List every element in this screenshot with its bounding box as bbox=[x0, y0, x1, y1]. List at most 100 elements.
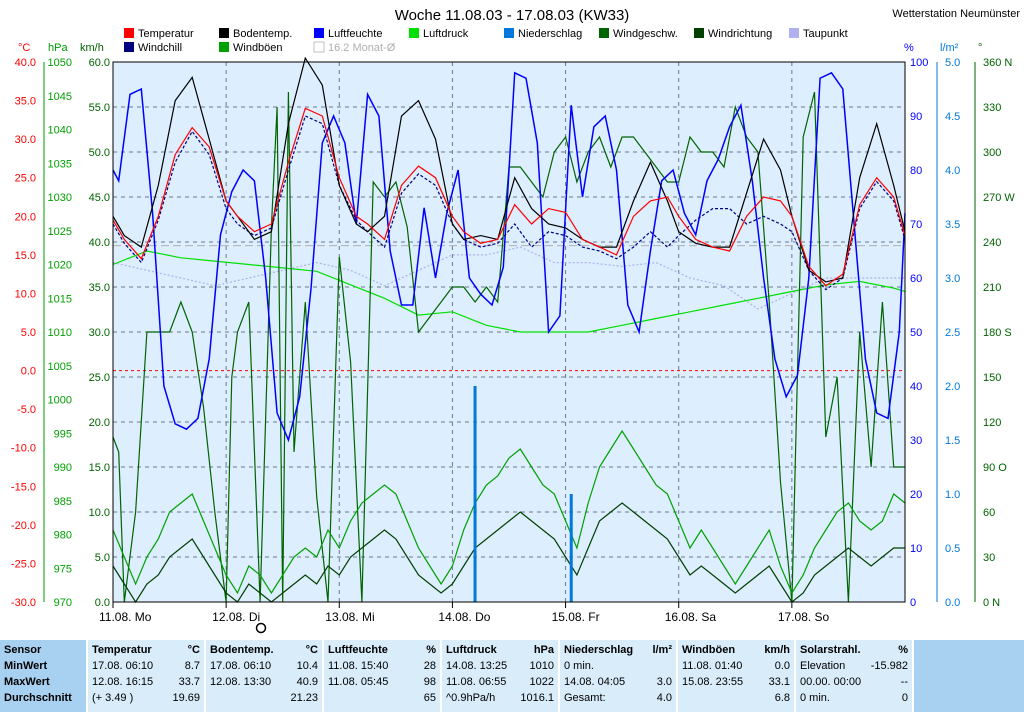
legend-swatch-0 bbox=[124, 28, 134, 38]
press-tick-9: 1005 bbox=[48, 361, 72, 373]
luftfeuchte-title: Luftfeuchte bbox=[328, 644, 388, 656]
solar-min-time: Elevation bbox=[800, 660, 846, 672]
station-name: Wetterstation Neumünster bbox=[892, 8, 1020, 20]
rain-bar-0 bbox=[473, 386, 477, 602]
temp-tick-13: -25.0 bbox=[11, 558, 36, 570]
sensor-header: Sensor bbox=[4, 644, 42, 656]
press-tick-10: 1000 bbox=[48, 395, 72, 407]
hum-tick-10: 0 bbox=[910, 597, 916, 609]
day-label-2: 13.08. Mi bbox=[325, 610, 374, 624]
stats-col-windboeen: Windböen km/h 11.08. 01:40 0.0 15.08. 23:55 3… bbox=[678, 640, 796, 712]
press-tick-13: 985 bbox=[54, 496, 72, 508]
rain-tick-6: 2.0 bbox=[945, 381, 960, 393]
press-tick-12: 990 bbox=[54, 462, 72, 474]
niederschlag-max-time: 14.08. 04:05 bbox=[564, 676, 626, 688]
rain-tick-3: 3.5 bbox=[945, 219, 960, 231]
dir-tick-5: 210 bbox=[983, 282, 1001, 294]
temperatur-min-time: 17.08. 06:10 bbox=[92, 660, 154, 672]
niederschlag-title: Niederschlag bbox=[564, 644, 634, 656]
legend-swatch-8 bbox=[124, 42, 134, 52]
temperatur-avg-val: 19.69 bbox=[172, 692, 200, 704]
rain-bar-1 bbox=[569, 494, 573, 602]
wind-tick-7: 25.0 bbox=[89, 372, 110, 384]
dir-tick-0: 360 N bbox=[983, 57, 1012, 69]
temp-unit: °C bbox=[18, 42, 30, 54]
rain-tick-1: 4.5 bbox=[945, 111, 960, 123]
temp-tick-9: -5.0 bbox=[17, 404, 36, 416]
temp-tick-2: 30.0 bbox=[15, 134, 36, 146]
legend-swatch-3 bbox=[409, 28, 419, 38]
niederschlag-max-val: 3.0 bbox=[656, 676, 672, 688]
wind-tick-10: 10.0 bbox=[89, 507, 110, 519]
series-bodentemp bbox=[112, 56, 906, 283]
luftdruck-avg-note: ^0.9hPa/h bbox=[446, 692, 496, 704]
wind-tick-9: 15.0 bbox=[89, 462, 110, 474]
hum-tick-1: 90 bbox=[910, 111, 922, 123]
temperatur-max-time: 12.08. 16:15 bbox=[92, 676, 154, 688]
bodentemp-avg-val: 21.23 bbox=[290, 692, 318, 704]
legend-swatch-9 bbox=[219, 42, 229, 52]
legend-label-1: Bodentemp. bbox=[233, 28, 292, 40]
windboeen-unit: km/h bbox=[764, 644, 790, 656]
stats-col-solar: Solarstrahl.% Elevation -15.982 00.00. 00:0… bbox=[796, 640, 914, 712]
rain-tick-5: 2.5 bbox=[945, 327, 960, 339]
solar-max-val: -- bbox=[900, 676, 908, 688]
temperatur-unit: °C bbox=[187, 644, 200, 656]
dir-tick-3: 270 W bbox=[983, 192, 1015, 204]
hum-tick-4: 60 bbox=[910, 273, 922, 285]
legend-swatch-6 bbox=[694, 28, 704, 38]
legend-swatch-1 bbox=[219, 28, 229, 38]
hum-tick-5: 50 bbox=[910, 327, 922, 339]
niederschlag-min-time: 0 min. bbox=[564, 660, 594, 672]
legend-label-6: Windrichtung bbox=[708, 28, 772, 40]
press-tick-15: 975 bbox=[54, 563, 72, 575]
legend-label-8: Windchill bbox=[138, 42, 182, 54]
stats-col-temperatur: Temperatur °C 17.08. 06:10 8.7 12.08. 16:15 3… bbox=[88, 640, 206, 712]
dir-tick-7: 150 bbox=[983, 372, 1001, 384]
temp-tick-0: 40.0 bbox=[15, 57, 36, 69]
bodentemp-min-time: 17.08. 06:10 bbox=[210, 660, 272, 672]
temp-tick-11: -15.0 bbox=[11, 481, 36, 493]
hum-tick-9: 10 bbox=[910, 543, 922, 555]
day-label-3: 14.08. Do bbox=[438, 610, 490, 624]
day-label-0: 11.08. Mo bbox=[99, 610, 152, 624]
hum-tick-0: 100 bbox=[910, 57, 928, 69]
legend-label-5: Windgeschw. bbox=[613, 28, 678, 40]
weather-chart: Woche 11.08.03 - 17.08.03 (KW33) Wetterst… bbox=[10, 7, 1021, 634]
rain-tick-4: 3.0 bbox=[945, 273, 960, 285]
legend-swatch-10 bbox=[313, 41, 325, 53]
hum-tick-2: 80 bbox=[910, 165, 922, 177]
bodentemp-max-time: 12.08. 13:30 bbox=[210, 676, 272, 688]
luftdruck-min-time: 14.08. 13:25 bbox=[446, 660, 508, 672]
dir-tick-4: 240 bbox=[983, 237, 1001, 249]
hum-tick-8: 20 bbox=[910, 489, 922, 501]
press-tick-1: 1045 bbox=[48, 91, 72, 103]
day-label-1: 12.08. Di bbox=[212, 610, 260, 624]
niederschlag-avg-val: 4.0 bbox=[656, 692, 672, 704]
luftdruck-min-val: 1010 bbox=[529, 660, 554, 672]
solar-avg-val: 0 bbox=[901, 692, 908, 704]
bodentemp-max-val: 40.9 bbox=[296, 676, 318, 688]
hum-tick-6: 40 bbox=[910, 381, 922, 393]
temp-tick-14: -30.0 bbox=[11, 597, 36, 609]
wind-tick-2: 50.0 bbox=[89, 147, 110, 159]
temp-tick-10: -10.0 bbox=[11, 443, 36, 455]
wind-tick-8: 20.0 bbox=[89, 417, 110, 429]
windboeen-max-val: 33.1 bbox=[768, 676, 790, 688]
windboeen-title: Windböen bbox=[682, 644, 736, 656]
wind-tick-3: 45.0 bbox=[89, 192, 110, 204]
solar-min-val: -15.982 bbox=[870, 660, 908, 672]
stats-panel: Sensor MinWert MaxWert Durchschnitt Temp… bbox=[0, 640, 1024, 712]
wind-tick-5: 35.0 bbox=[89, 282, 110, 294]
luftdruck-unit: hPa bbox=[533, 644, 554, 656]
series-temperatur bbox=[112, 107, 906, 287]
windboeen-min-val: 0.0 bbox=[774, 660, 790, 672]
solar-max-time: 00.00. 00:00 bbox=[800, 676, 862, 688]
luftdruck-max-time: 11.08. 06:55 bbox=[446, 676, 507, 688]
sensor-max-label: MaxWert bbox=[4, 676, 50, 688]
sensor-min-label: MinWert bbox=[4, 660, 48, 672]
press-tick-7: 1015 bbox=[48, 293, 72, 305]
wind-tick-12: 0.0 bbox=[95, 597, 110, 609]
press-tick-11: 995 bbox=[54, 428, 72, 440]
luftdruck-avg-val: 1016.1 bbox=[520, 692, 554, 704]
